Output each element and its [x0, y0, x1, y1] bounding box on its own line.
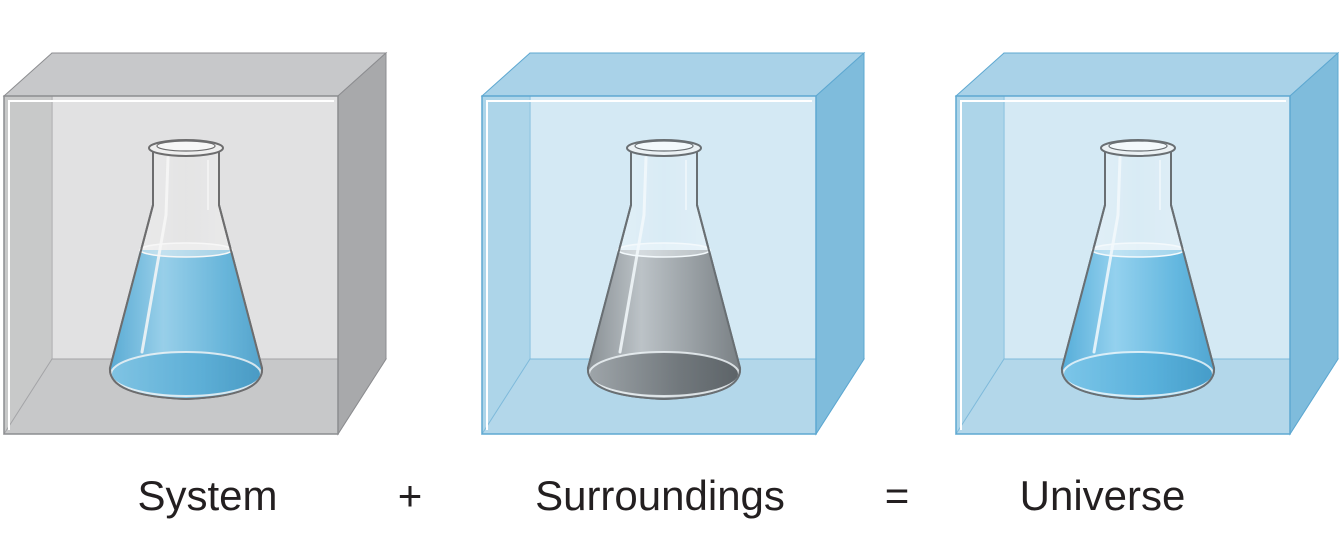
universe-box [954, 51, 1339, 436]
universe-flask-liquid-surface [1091, 242, 1185, 258]
surroundings-box [480, 51, 866, 436]
system-flask-liquid-surface [139, 242, 233, 258]
surroundings-box-right-side [815, 51, 865, 436]
system-box-left-wall [4, 53, 52, 434]
system-box-right-side [337, 51, 387, 436]
universe-box-front [955, 95, 1291, 435]
universe-flask [1060, 139, 1216, 401]
surroundings-box-front [481, 95, 817, 435]
universe-flask-outline [1060, 152, 1216, 401]
boxes-layer [2, 51, 1339, 436]
universe-flask-highlight [1092, 156, 1122, 354]
surroundings-box-front-highlight [486, 100, 812, 430]
surroundings-box-left-wall [482, 53, 530, 434]
universe-box-left-wall [956, 53, 1004, 434]
system-flask [108, 139, 264, 401]
surroundings-flask-outline [586, 152, 742, 401]
system-flask-rim-inner [156, 140, 216, 152]
system-box-front [3, 95, 339, 435]
system-box-top [2, 52, 388, 97]
universe-label: Universe [1019, 472, 1186, 519]
surroundings-flask-rim-inner [634, 140, 694, 152]
universe-box-right-side [1289, 51, 1339, 436]
plus-sign: + [397, 472, 423, 519]
system-label: System [137, 472, 278, 519]
surroundings-flask [586, 139, 742, 401]
surroundings-label: Surroundings [535, 472, 785, 519]
universe-flask-rim-inner [1108, 140, 1168, 152]
surroundings-flask-highlight [618, 156, 648, 354]
system-box-front-highlight [8, 100, 334, 430]
surroundings-flask-liquid-surface [617, 242, 711, 258]
system-flask-outline [108, 152, 264, 401]
universe-box-front-highlight [960, 100, 1286, 430]
system-flask-highlight [140, 156, 170, 354]
universe-box-top [954, 52, 1339, 97]
system-box [2, 51, 388, 436]
equals-sign: = [884, 472, 910, 519]
surroundings-box-top [480, 52, 866, 97]
